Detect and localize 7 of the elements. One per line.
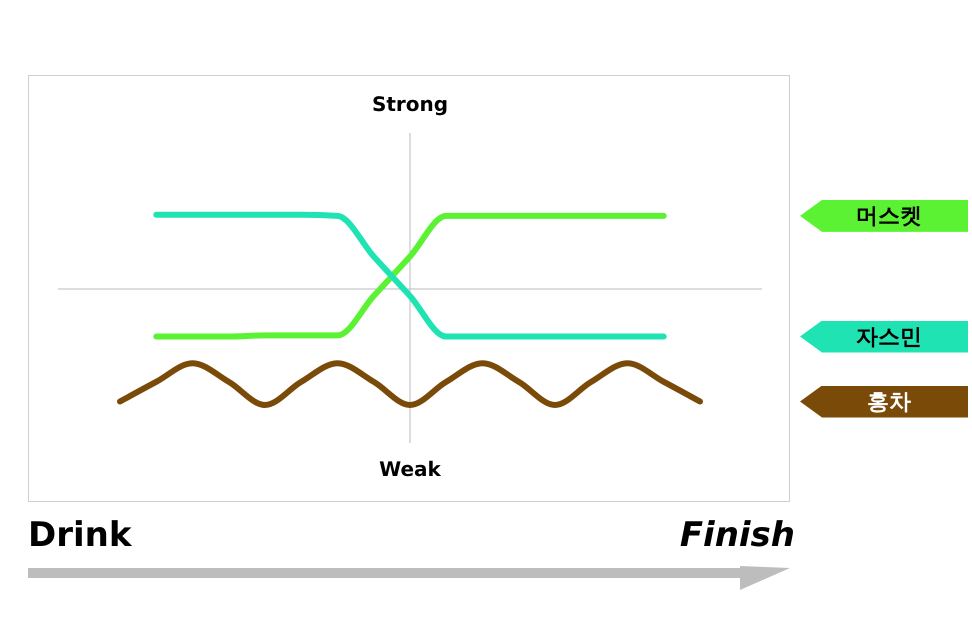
text: Weak xyxy=(379,457,441,481)
text: 자스민 xyxy=(856,324,922,352)
text: 홍차 xyxy=(867,388,911,417)
text: Drink xyxy=(28,515,132,555)
text: 머스켓 xyxy=(856,202,922,231)
text: Strong xyxy=(372,92,448,116)
text: Finish xyxy=(680,515,795,555)
